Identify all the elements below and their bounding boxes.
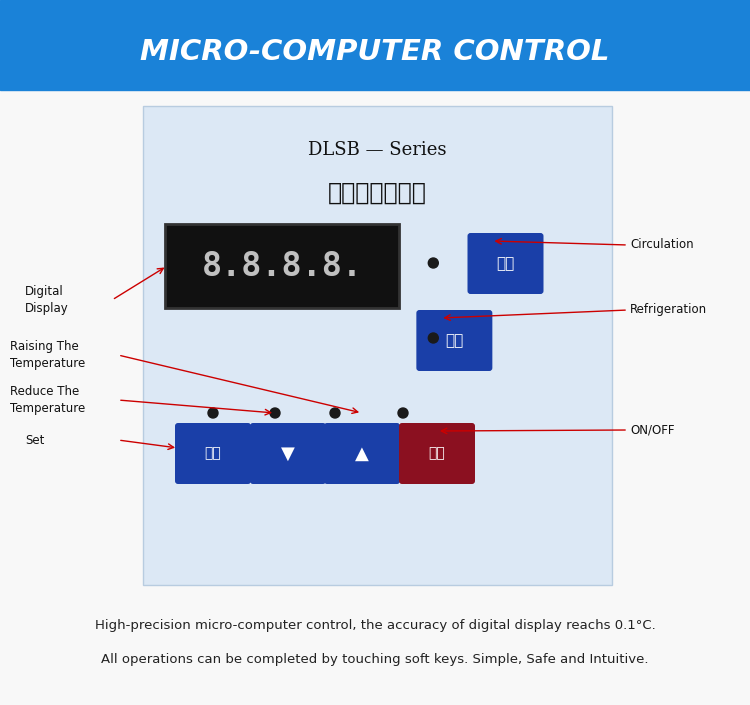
Circle shape — [270, 408, 280, 418]
Text: ON/OFF: ON/OFF — [630, 424, 674, 436]
FancyBboxPatch shape — [324, 423, 400, 484]
Text: DLSB — Series: DLSB — Series — [308, 141, 447, 159]
Text: 循环: 循环 — [496, 256, 514, 271]
Text: Circulation: Circulation — [630, 238, 694, 252]
Text: ▼: ▼ — [281, 444, 295, 462]
Circle shape — [428, 333, 438, 343]
FancyBboxPatch shape — [416, 310, 492, 371]
FancyBboxPatch shape — [399, 423, 475, 484]
Text: Raising The
Temperature: Raising The Temperature — [10, 340, 86, 370]
FancyBboxPatch shape — [143, 106, 612, 585]
FancyBboxPatch shape — [175, 423, 251, 484]
Bar — [0, 0, 750, 90]
Text: 8.8.8.8.: 8.8.8.8. — [202, 250, 362, 283]
Circle shape — [330, 408, 340, 418]
Text: Refrigeration: Refrigeration — [630, 303, 707, 317]
Text: ▲: ▲ — [355, 444, 369, 462]
Text: 设定: 设定 — [205, 446, 221, 460]
FancyBboxPatch shape — [165, 224, 399, 308]
Text: High-precision micro-computer control, the accuracy of digital display reachs 0.: High-precision micro-computer control, t… — [94, 618, 656, 632]
Circle shape — [398, 408, 408, 418]
Text: Set: Set — [25, 434, 44, 446]
FancyBboxPatch shape — [250, 423, 326, 484]
Circle shape — [208, 408, 218, 418]
Text: 低温冷却循环泵: 低温冷却循环泵 — [328, 181, 427, 205]
FancyBboxPatch shape — [467, 233, 544, 294]
Text: MICRO-COMPUTER CONTROL: MICRO-COMPUTER CONTROL — [140, 38, 610, 66]
Text: All operations can be completed by touching soft keys. Simple, Safe and Intuitiv: All operations can be completed by touch… — [101, 654, 649, 666]
Circle shape — [428, 258, 438, 268]
Text: Reduce The
Temperature: Reduce The Temperature — [10, 385, 86, 415]
Text: 开关: 开关 — [429, 446, 445, 460]
Text: 制冷: 制冷 — [446, 333, 464, 348]
Text: Digital
Display: Digital Display — [25, 285, 69, 315]
